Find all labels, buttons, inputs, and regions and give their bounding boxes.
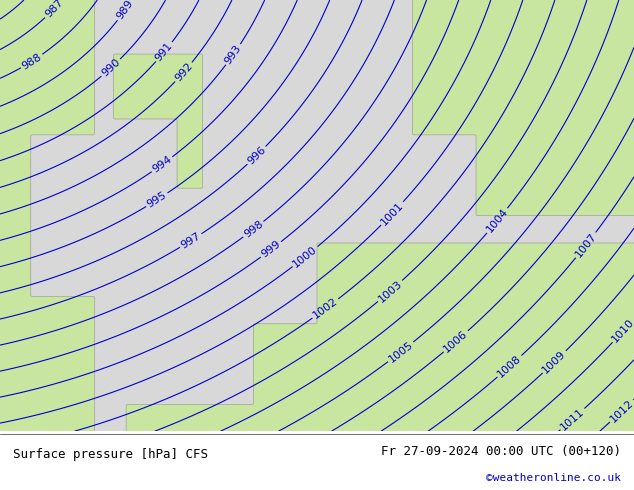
Text: 1010: 1010	[611, 317, 634, 344]
Text: 1009: 1009	[541, 349, 568, 375]
Text: 1008: 1008	[496, 353, 524, 379]
Text: 1005: 1005	[387, 340, 415, 365]
Text: 1006: 1006	[442, 328, 470, 354]
Text: 996: 996	[245, 145, 268, 167]
Text: 1012: 1012	[608, 398, 634, 424]
Text: 1011: 1011	[559, 406, 586, 432]
Text: 1007: 1007	[573, 231, 598, 259]
Text: 1004: 1004	[484, 207, 510, 235]
Text: 994: 994	[150, 154, 174, 175]
Text: 990: 990	[100, 57, 122, 78]
Text: 1001: 1001	[379, 200, 406, 227]
Text: 999: 999	[259, 239, 283, 260]
Text: 998: 998	[242, 219, 265, 240]
Text: 987: 987	[43, 0, 65, 20]
Text: 1003: 1003	[377, 278, 404, 304]
Text: 988: 988	[20, 51, 44, 71]
Text: 1000: 1000	[291, 244, 320, 270]
Text: 989: 989	[115, 0, 135, 22]
Text: ©weatheronline.co.uk: ©weatheronline.co.uk	[486, 473, 621, 483]
Text: 1002: 1002	[311, 296, 340, 321]
Text: 997: 997	[179, 231, 202, 250]
Text: Surface pressure [hPa] CFS: Surface pressure [hPa] CFS	[13, 448, 208, 461]
Text: 993: 993	[223, 43, 243, 66]
Text: 992: 992	[173, 61, 195, 83]
Text: 991: 991	[153, 41, 175, 63]
Text: Fr 27-09-2024 00:00 UTC (00+120): Fr 27-09-2024 00:00 UTC (00+120)	[381, 445, 621, 458]
Text: 995: 995	[145, 190, 169, 210]
